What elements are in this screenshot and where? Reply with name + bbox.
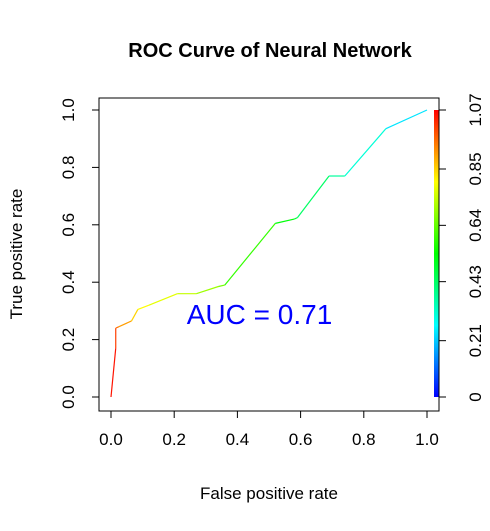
x-tick-label: 0.4	[226, 430, 250, 449]
y-tick-label: 0.4	[59, 270, 78, 294]
roc-segment	[275, 218, 295, 224]
roc-segment	[224, 222, 276, 286]
x-tick-label: 0.6	[289, 430, 313, 449]
y-tick-label: 0.0	[59, 385, 78, 409]
roc-segment	[118, 320, 132, 328]
roc-segment	[148, 293, 178, 306]
x-tick-label: 0.0	[99, 430, 123, 449]
roc-segment	[131, 309, 139, 322]
roc-segment	[344, 128, 387, 177]
y-axis: 0.0 0.2 0.4 0.6 0.8 1.0	[59, 98, 100, 409]
plot-frame	[98, 97, 440, 412]
colorbar-tick-label: 0.64	[466, 209, 485, 242]
colorbar-tick-label: 1.07	[466, 93, 485, 126]
colorbar-gradient	[434, 110, 439, 397]
chart-title: ROC Curve of Neural Network	[128, 40, 412, 62]
y-tick-label: 0.2	[59, 328, 78, 352]
x-tick-label: 1.0	[415, 430, 439, 449]
roc-segment	[115, 326, 120, 329]
colorbar-tick-label: 0.43	[466, 265, 485, 298]
colorbar: 0 0.21 0.43 0.64 0.85 1.07	[434, 93, 485, 402]
colorbar-tick-label: 0	[466, 392, 485, 401]
x-axis-title: False positive rate	[200, 484, 338, 503]
y-tick-label: 1.0	[59, 98, 78, 122]
roc-segment	[385, 109, 428, 130]
roc-segment	[218, 284, 225, 288]
y-tick-label: 0.6	[59, 213, 78, 237]
roc-curve	[110, 109, 428, 398]
y-axis-title: True positive rate	[7, 189, 26, 320]
auc-annotation: AUC = 0.71	[187, 299, 333, 330]
x-tick-label: 0.8	[352, 430, 376, 449]
roc-segment	[196, 285, 219, 295]
colorbar-tick-label: 0.21	[466, 324, 485, 357]
roc-segment	[110, 348, 117, 398]
x-tick-label: 0.2	[162, 430, 186, 449]
colorbar-tick-label: 0.85	[466, 152, 485, 185]
roc-segment	[294, 217, 298, 220]
y-tick-label: 0.8	[59, 156, 78, 180]
roc-segment	[296, 175, 330, 218]
x-axis: 0.0 0.2 0.4 0.6 0.8 1.0	[99, 410, 439, 449]
roc-segment	[137, 304, 150, 311]
